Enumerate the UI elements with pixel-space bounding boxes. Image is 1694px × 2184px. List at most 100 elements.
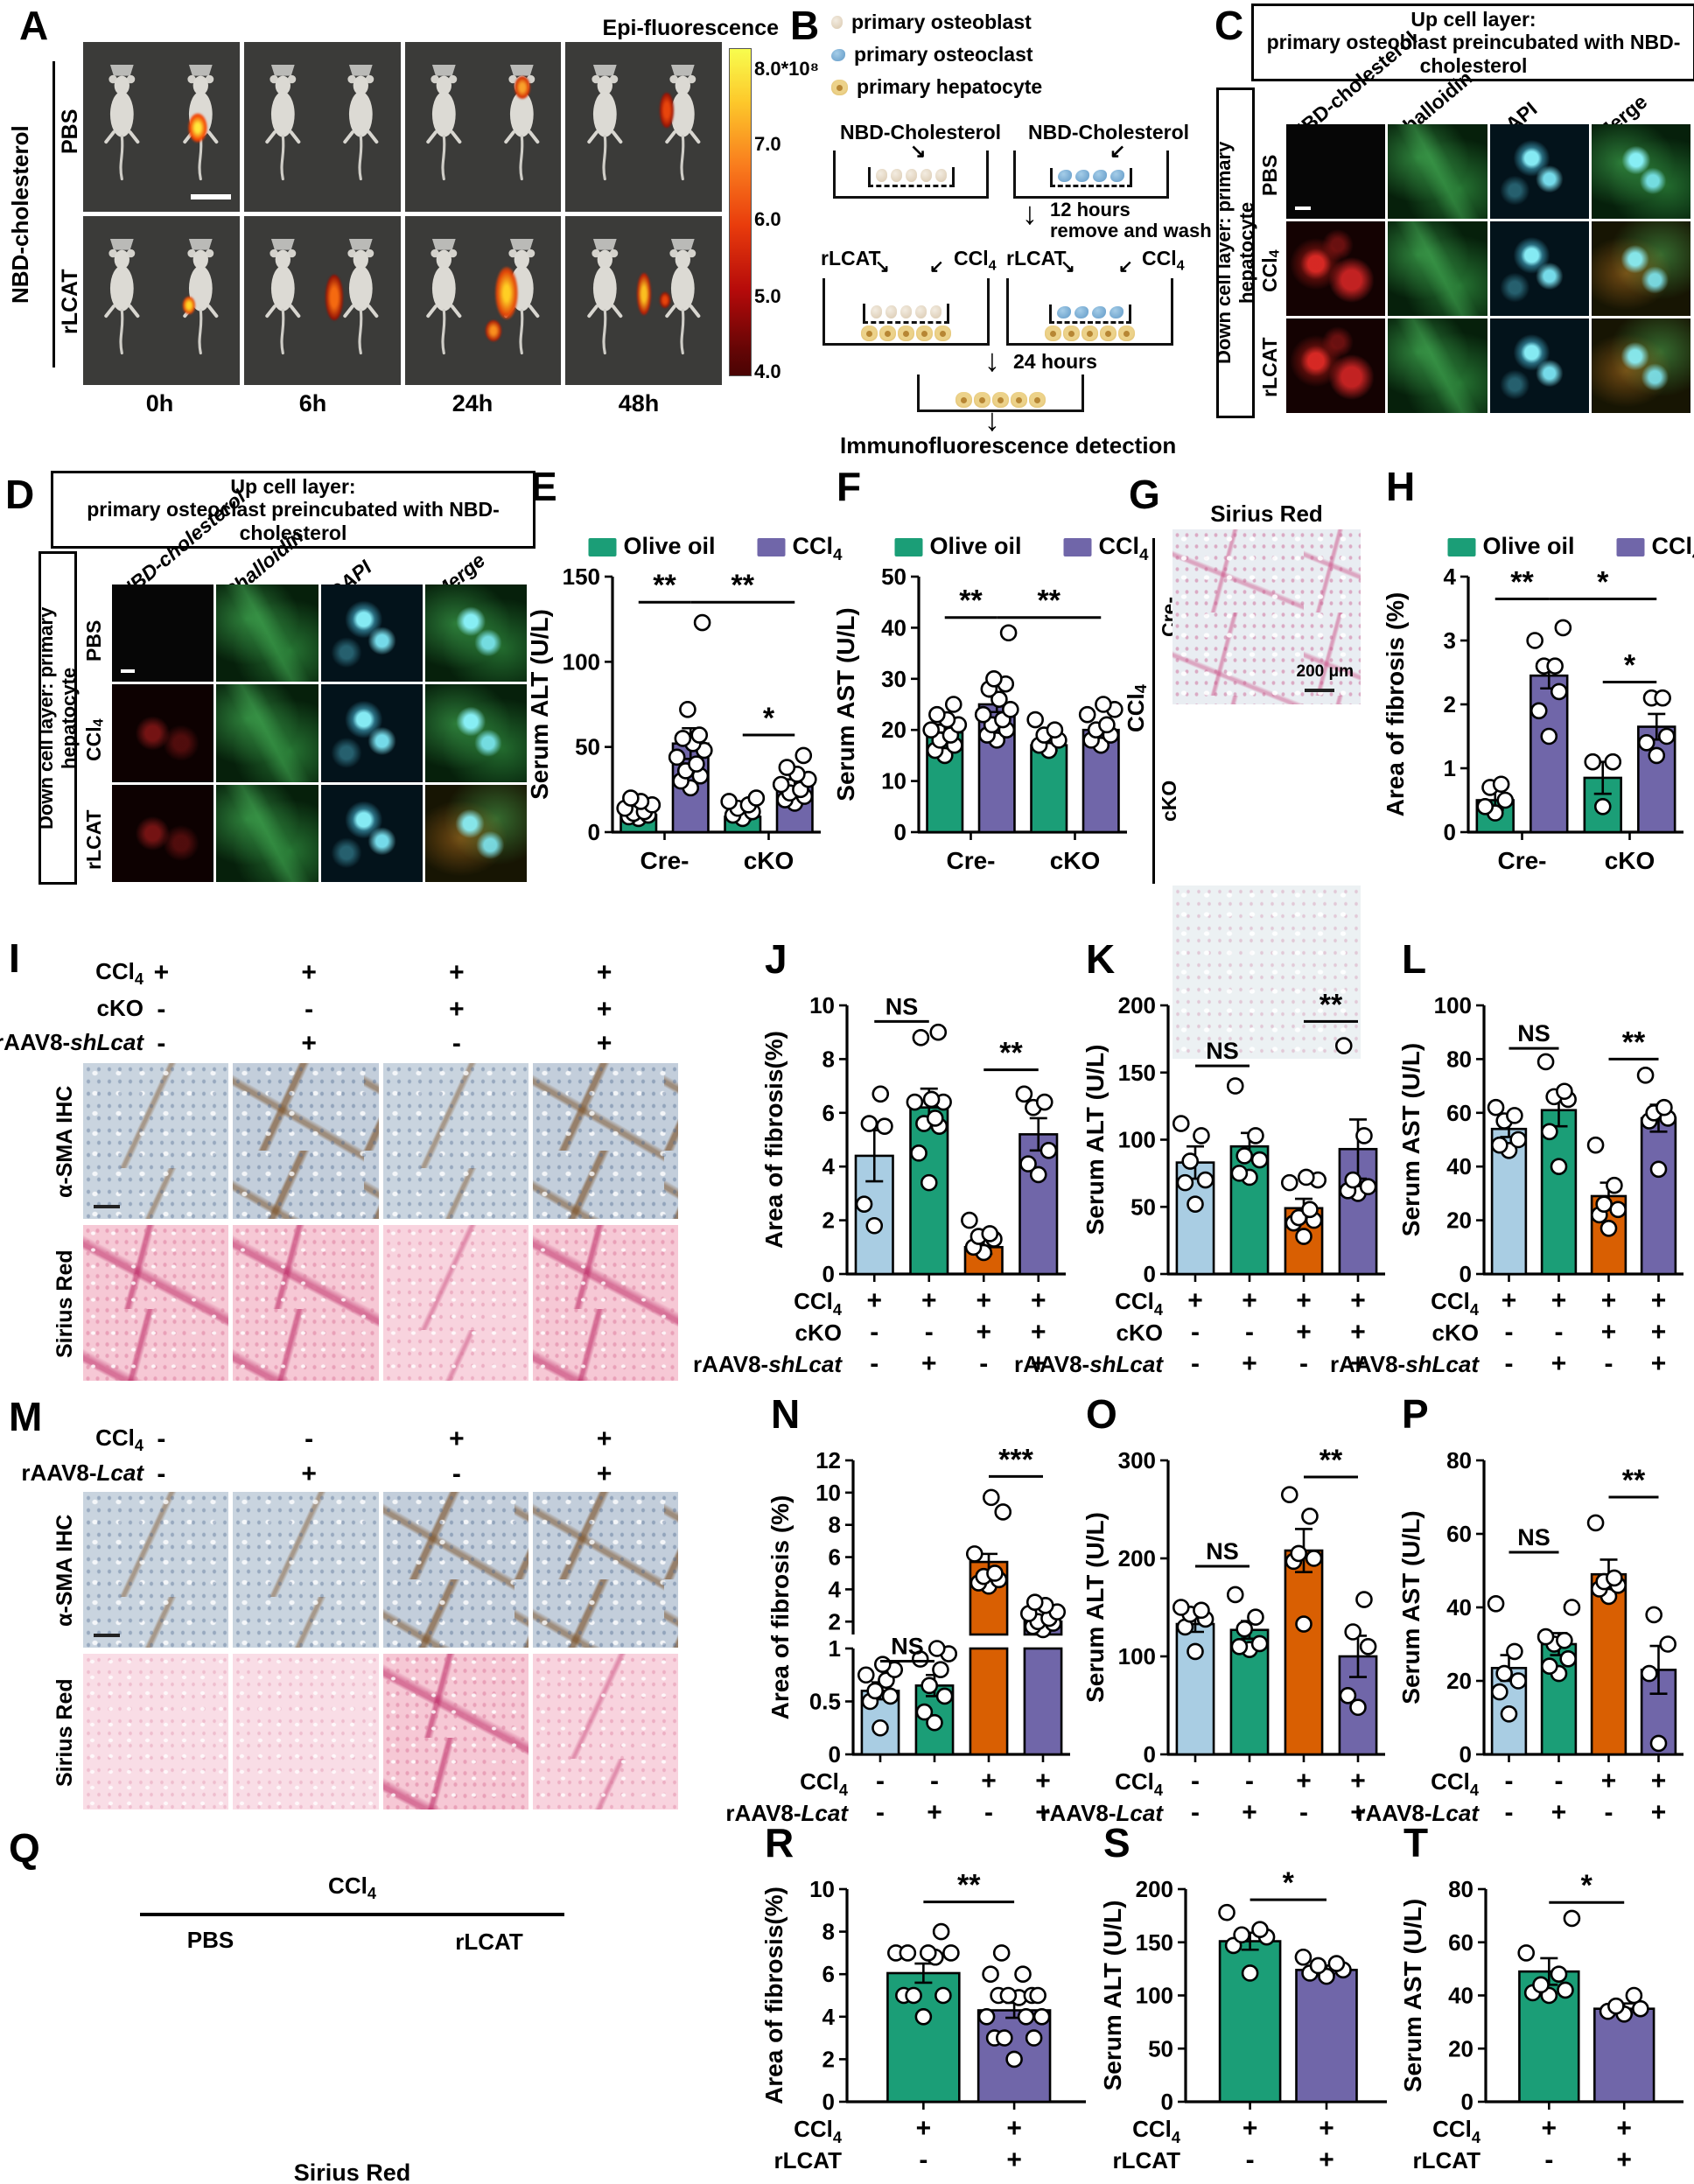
panelD-row-0: PBS <box>82 620 105 662</box>
panel-label-L: L <box>1402 936 1427 982</box>
mouse-silhouette-icon <box>648 42 718 205</box>
svg-text:CCl4: CCl4 <box>1432 2116 1481 2146</box>
svg-text:60: 60 <box>1448 1929 1474 1956</box>
mouse-silhouette-icon <box>248 42 318 205</box>
svg-text:+: + <box>1651 1286 1667 1315</box>
svg-text:CCl4: CCl4 <box>794 1288 843 1319</box>
panel-label-E: E <box>530 464 557 509</box>
panelA-timepoints: 0h 6h 24h 48h <box>83 390 722 417</box>
svg-text:1: 1 <box>1444 755 1456 781</box>
panelD-side-label: Down cell layer: primary hepatocyte <box>35 551 80 885</box>
arrow-icon: ↘ <box>875 257 890 276</box>
condition-mark: + <box>449 995 465 1024</box>
svg-text:**: ** <box>1320 988 1343 1021</box>
panelA-group-label: NBD-cholesterol <box>7 125 33 304</box>
colorbar-tick: 4.0 <box>754 360 781 382</box>
condition-mark: + <box>301 1029 317 1058</box>
if-image <box>216 584 318 682</box>
condition-mark: - <box>157 1460 166 1488</box>
sirius-image <box>532 1654 678 1810</box>
mouse-image <box>565 42 722 212</box>
panelM-row-0: α-SMA IHC <box>52 1514 77 1628</box>
svg-text:+: + <box>1296 1318 1312 1347</box>
svg-text:+: + <box>1296 1767 1312 1796</box>
mouse-silhouette-icon <box>88 216 157 379</box>
svg-text:2: 2 <box>1444 691 1456 718</box>
svg-text:rAAV8-shLcat: rAAV8-shLcat <box>693 1351 843 1377</box>
svg-text:10: 10 <box>816 1480 841 1506</box>
svg-text:+: + <box>1242 1286 1257 1315</box>
chart-R: R 0 2 4 6 8 10 Area of fibrosis(%) CCl4 + + rLCAT - +… <box>760 1820 1096 2179</box>
svg-text:-: - <box>1191 1767 1200 1796</box>
panel-label-R: R <box>765 1820 794 1866</box>
svg-text:**: ** <box>1510 566 1534 599</box>
final-step: Immunofluorescence detection <box>840 432 1177 458</box>
svg-text:10: 10 <box>881 768 906 794</box>
svg-text:-: - <box>1605 1798 1614 1827</box>
svg-text:100: 100 <box>563 648 600 675</box>
insert-osteoblast <box>863 304 949 324</box>
svg-text:+: + <box>1242 1349 1257 1378</box>
svg-text:Olive oil: Olive oil <box>624 533 716 559</box>
svg-text:100: 100 <box>1118 1127 1156 1153</box>
nbd-label-right: NBD-Cholesterol <box>1028 121 1190 144</box>
svg-text:-: - <box>1505 1798 1514 1827</box>
svg-text:Serum ALT (U/L): Serum ALT (U/L) <box>1099 1900 1126 2091</box>
svg-text:1: 1 <box>829 1635 841 1662</box>
svg-text:rAAV8-Lcat: rAAV8-Lcat <box>725 1800 849 1826</box>
legend-label: primary hepatocyte <box>857 75 1043 98</box>
if-image <box>216 684 318 782</box>
svg-text:+: + <box>1350 1318 1366 1347</box>
panel-label-K: K <box>1086 936 1116 982</box>
coculture-well-1 <box>822 278 990 346</box>
svg-text:NS: NS <box>1206 1538 1239 1564</box>
panelG-row-1: cKO <box>1158 780 1180 822</box>
hep-cell-icon <box>916 326 933 341</box>
svg-text:0: 0 <box>1444 819 1456 845</box>
svg-text:*: * <box>1624 648 1636 682</box>
svg-text:+: + <box>1006 2146 1022 2174</box>
svg-text:+: + <box>1350 1349 1366 1378</box>
timepoint: 24h <box>452 390 494 416</box>
hep-cell-icon <box>1063 326 1080 341</box>
ob-cell-icon <box>934 169 947 182</box>
svg-text:-: - <box>1505 1767 1514 1796</box>
svg-text:+: + <box>1187 1286 1203 1315</box>
sirius-image <box>233 1654 379 1810</box>
transwell-osteoclast <box>1013 150 1169 199</box>
mouse-silhouette-icon <box>410 216 479 379</box>
condition-mark: - <box>304 995 314 1024</box>
svg-text:-: - <box>1505 1349 1514 1378</box>
ob-cell-icon <box>890 169 902 182</box>
mouse-silhouette-icon <box>88 42 157 205</box>
svg-text:NS: NS <box>1517 1020 1550 1046</box>
if-image <box>112 684 214 782</box>
condition-mark: + <box>449 958 465 987</box>
svg-text:+: + <box>1616 2146 1632 2174</box>
arrow-icon: ↘ <box>910 140 927 162</box>
svg-text:20: 20 <box>1448 2035 1474 2062</box>
oc-cell-icon <box>1110 170 1124 182</box>
chart-F: F 0 10 20 30 40 50 Serum AST (U/L) Cre-cKO Olive … <box>831 464 1149 879</box>
svg-text:rLCAT: rLCAT <box>774 2147 842 2174</box>
if-image <box>320 684 423 782</box>
mouse-silhouette-icon <box>570 216 640 379</box>
hep-cell-icon <box>879 326 896 341</box>
oc-cell-icon <box>1075 170 1089 182</box>
if-image <box>1388 221 1488 316</box>
panelC-row-1: CCl4 <box>1258 249 1283 293</box>
svg-text:80: 80 <box>1446 1046 1472 1072</box>
scale-bar <box>1305 689 1334 692</box>
svg-text:3: 3 <box>1444 627 1456 654</box>
if-image <box>112 784 214 882</box>
hep-cell-icon <box>992 392 1009 408</box>
chart-H: H 0 1 2 3 4 Area of fibrosis (%) Cre-cKO Olive o… <box>1381 464 1694 879</box>
panelI-cond-row: cKO - - + + <box>96 995 612 1024</box>
svg-text:-: - <box>1299 1349 1308 1378</box>
svg-text:CCl4: CCl4 <box>1431 1768 1480 1799</box>
svg-text:4: 4 <box>822 2004 836 2030</box>
osteoblast-icon <box>831 16 843 29</box>
svg-text:-: - <box>1191 1798 1200 1827</box>
ob-cell-icon <box>905 169 917 182</box>
svg-text:0: 0 <box>588 819 600 845</box>
